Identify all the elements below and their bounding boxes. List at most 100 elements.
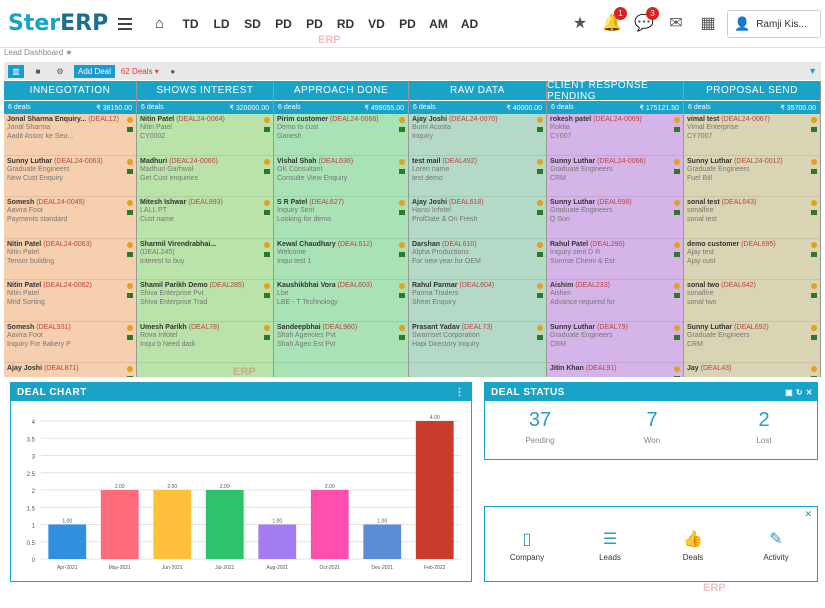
phone-icon[interactable] xyxy=(399,127,405,132)
nav-item-7[interactable]: PD xyxy=(399,16,416,31)
phone-icon[interactable] xyxy=(674,210,680,215)
user-icon[interactable] xyxy=(127,158,133,165)
user-icon[interactable] xyxy=(537,117,543,123)
deal-card[interactable]: Somesh (DEAL931) Aavira Foot Inquiry For… xyxy=(4,322,136,363)
phone-icon[interactable] xyxy=(399,293,405,298)
list-view-icon[interactable]: ■ xyxy=(35,66,41,76)
user-icon[interactable] xyxy=(127,324,133,331)
nav-item-5[interactable]: RD xyxy=(336,16,355,31)
phone-icon[interactable] xyxy=(674,293,680,298)
phone-icon[interactable] xyxy=(811,127,817,132)
phone-icon[interactable] xyxy=(264,334,270,340)
deal-card[interactable]: sonal two (DEAL642) sonalfire sonal two xyxy=(684,280,820,322)
nav-item-6[interactable]: VD xyxy=(368,16,385,31)
phone-icon[interactable] xyxy=(127,334,133,340)
deal-card[interactable]: Vishal Shah (DEAL636) OK Consultant Cons… xyxy=(274,156,408,197)
user-icon[interactable] xyxy=(399,200,405,206)
user-icon[interactable] xyxy=(674,200,680,206)
phone-icon[interactable] xyxy=(537,127,543,132)
phone-icon[interactable] xyxy=(537,251,543,257)
user-icon[interactable] xyxy=(127,366,133,372)
deal-card[interactable]: Jitin Khan (DEAL91) xyxy=(547,363,683,377)
user-icon[interactable] xyxy=(811,324,817,331)
nav-item-4[interactable]: PD xyxy=(306,16,323,31)
deal-card[interactable]: vimal test (DEAL24-0067) Vimal Enterpris… xyxy=(684,114,820,156)
chat-icon[interactable]: 💬 3 xyxy=(633,7,659,34)
user-menu[interactable]: 👤 Ramji Kis... xyxy=(727,10,821,38)
column-title[interactable]: APPROACH DONE xyxy=(274,81,408,101)
phone-icon[interactable] xyxy=(674,168,680,174)
shortcut-1[interactable]: ☰ Leads xyxy=(570,529,650,562)
breadcrumb[interactable]: Lead Dashboard ★ xyxy=(4,48,73,57)
phone-icon[interactable] xyxy=(127,293,133,298)
user-icon[interactable] xyxy=(674,366,680,372)
deal-card[interactable]: Jay (DEAL43) xyxy=(684,363,820,377)
phone-icon[interactable] xyxy=(127,251,133,257)
user-icon[interactable] xyxy=(537,241,543,248)
user-icon[interactable] xyxy=(399,117,405,123)
deal-card[interactable]: Rahul Parmar (DEAL604) Parma Traders She… xyxy=(409,280,546,322)
user-icon[interactable] xyxy=(127,241,133,248)
deal-card[interactable]: Umesh Parikh (DEAL78) Rova Infotel Inqui… xyxy=(137,322,273,363)
app-logo[interactable]: SterERP xyxy=(8,11,109,36)
deal-card[interactable]: Aishim (DEAL233) Aishim Advance required… xyxy=(547,280,683,322)
deal-card[interactable]: Nitin Patel (DEAL24-0063) Nitin Patel Te… xyxy=(4,239,136,280)
phone-icon[interactable] xyxy=(811,210,817,215)
phone-icon[interactable] xyxy=(811,334,817,340)
user-icon[interactable] xyxy=(811,158,817,165)
star-icon[interactable]: ★ xyxy=(572,15,588,32)
nav-item-9[interactable]: AD xyxy=(460,16,479,31)
close-icon[interactable]: ✕ xyxy=(804,509,812,519)
phone-icon[interactable] xyxy=(537,210,543,215)
deal-card[interactable]: Sunny Luthar (DEAL79) Graduate Engineers… xyxy=(547,322,683,363)
deal-card[interactable]: Sunny Luthar (DEAL24-0066) Graduate Engi… xyxy=(547,156,683,197)
mail-icon[interactable]: ✉ xyxy=(669,15,683,32)
phone-icon[interactable] xyxy=(127,376,133,377)
deal-card[interactable]: rokesh patel (DEAL24-0069) Roktia CY007 xyxy=(547,114,683,156)
column-title[interactable]: CLIENT RESPONSE PENDING xyxy=(547,81,683,102)
phone-icon[interactable] xyxy=(674,376,680,377)
deal-card[interactable]: Pirim customer (DEAL24-0068) Demo to cus… xyxy=(274,114,408,156)
user-icon[interactable] xyxy=(264,324,270,331)
phone-icon[interactable] xyxy=(811,293,817,298)
user-icon[interactable] xyxy=(811,241,817,248)
deal-card[interactable]: Ajay Joshi (DEAL618) Hansi Infotel ProfD… xyxy=(409,197,546,239)
user-icon[interactable] xyxy=(127,200,133,206)
phone-icon[interactable] xyxy=(674,334,680,340)
nav-item-3[interactable]: PD xyxy=(275,16,292,31)
more-icon[interactable]: ⋮ xyxy=(454,386,465,398)
phone-icon[interactable] xyxy=(399,334,405,340)
user-icon[interactable] xyxy=(264,283,270,289)
phone-icon[interactable] xyxy=(537,293,543,298)
menu-icon[interactable] xyxy=(118,17,132,30)
phone-icon[interactable] xyxy=(399,251,405,257)
phone-icon[interactable] xyxy=(811,168,817,174)
deal-card[interactable]: Rahul Patel (DEAL290) Inquiry sent D R S… xyxy=(547,239,683,280)
deal-card[interactable]: Sunny Luthar (DEAL698) Graduate Engineer… xyxy=(547,197,683,239)
phone-icon[interactable] xyxy=(264,168,270,174)
deal-card[interactable]: Nitin Patel (DEAL24-0064) Nitin Patel CY… xyxy=(137,114,273,156)
home-icon[interactable]: ⌂ xyxy=(154,15,165,32)
deal-card[interactable]: Mitesh Ishwar (DEAL893) LALL PT Cust nam… xyxy=(137,197,273,239)
phone-icon[interactable] xyxy=(264,251,270,257)
user-icon[interactable] xyxy=(537,283,543,289)
user-icon[interactable] xyxy=(399,324,405,331)
deal-card[interactable]: Kaushikbhai Vora (DEAL603) Lbe LBE - T T… xyxy=(274,280,408,322)
board-view-icon[interactable]: ▥ xyxy=(8,64,24,78)
deal-card[interactable]: Darshan (DEAL610) Alpha Productions For … xyxy=(409,239,546,280)
phone-icon[interactable] xyxy=(127,210,133,215)
deal-card[interactable]: sonal test (DEAL643) sonalfire sonal tes… xyxy=(684,197,820,239)
deal-card[interactable]: Nitin Patel (DEAL24-0062) Nitin Patel Mr… xyxy=(4,280,136,322)
settings-icon[interactable]: ⚙ xyxy=(56,66,64,76)
deal-card[interactable]: Ajay Joshi (DEAL871) xyxy=(4,363,136,377)
phone-icon[interactable] xyxy=(674,127,680,132)
phone-icon[interactable] xyxy=(399,210,405,215)
user-icon[interactable] xyxy=(264,241,270,248)
filter-icon[interactable]: ▼ xyxy=(808,66,817,76)
phone-icon[interactable] xyxy=(811,376,817,377)
user-icon[interactable] xyxy=(537,158,543,165)
deal-card[interactable]: Sandeepbhai (DEAL960) Shah Agencies Pvt … xyxy=(274,322,408,363)
user-icon[interactable] xyxy=(674,117,680,123)
deal-card[interactable]: Jonal Sharma Enquiry... (DEAL12) Jonal S… xyxy=(4,114,136,156)
column-title[interactable]: INNEGOTATION xyxy=(4,81,136,101)
